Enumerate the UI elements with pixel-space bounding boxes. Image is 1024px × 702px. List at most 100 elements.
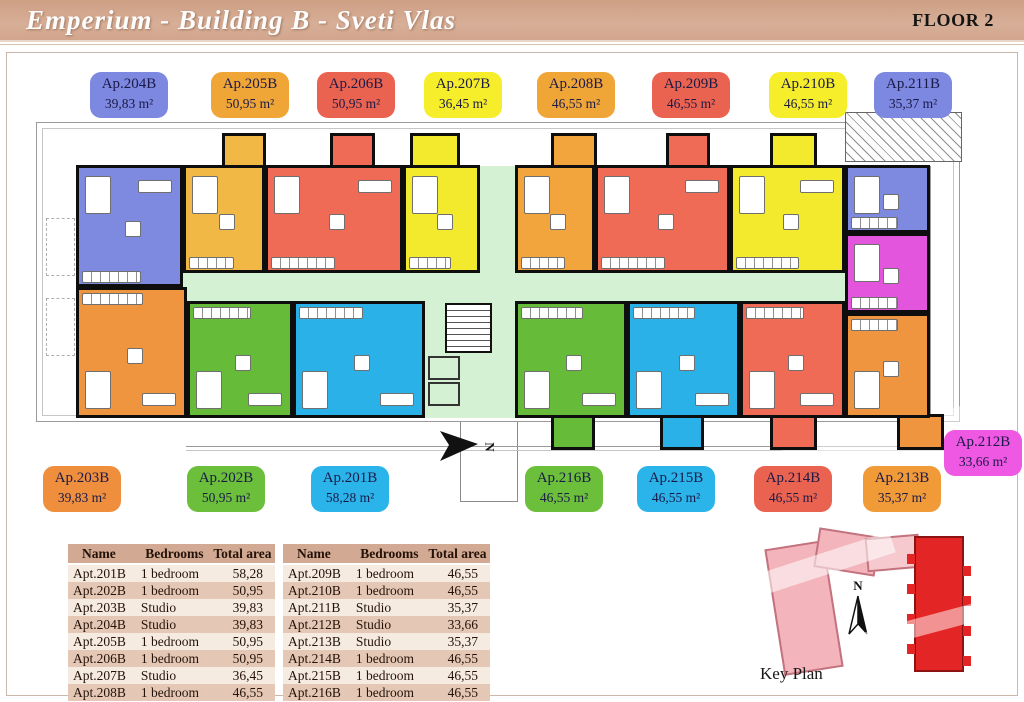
apartment-label-214B: Ap.214B 46,55 m²	[754, 466, 832, 512]
lobby-corridor	[480, 166, 515, 418]
total-area: 46,55	[208, 684, 275, 701]
furniture	[412, 176, 438, 214]
apartment-204B	[76, 165, 183, 287]
total-area: 39,83	[208, 599, 275, 616]
bedrooms: Studio	[349, 633, 424, 650]
furniture	[601, 257, 665, 269]
elevator-2	[428, 382, 460, 406]
apartment-label-204B: Ap.204B 39,83 m²	[90, 72, 168, 118]
apartment-label-213B: Ap.213B 35,37 m²	[863, 466, 941, 512]
furniture	[882, 268, 899, 284]
table-row: Apt.204B Studio 39,83	[68, 616, 275, 633]
keyplan-building-b-highlight	[907, 536, 971, 672]
furniture	[685, 180, 719, 193]
apartment-205B	[183, 165, 265, 273]
total-area: 35,37	[423, 599, 490, 616]
column-header: Name	[283, 544, 350, 565]
apartment-label-name: Ap.215B	[648, 470, 704, 486]
apartment-label-215B: Ap.215B 46,55 m²	[637, 466, 715, 512]
apartment-label-name: Ap.207B	[435, 76, 491, 92]
furniture	[550, 214, 566, 230]
bedrooms: 1 bedroom	[349, 564, 424, 582]
apartment-label-area: 46,55 m²	[783, 95, 833, 111]
apartment-label-206B: Ap.206B 50,95 m²	[317, 72, 395, 118]
apartment-label-area: 33,66 m²	[958, 453, 1008, 469]
apartment-label-211B: Ap.211B 35,37 m²	[874, 72, 952, 118]
terrace-dashed-1	[46, 218, 75, 276]
total-area: 39,83	[208, 616, 275, 633]
apartment-206B	[265, 165, 403, 273]
total-area: 36,45	[208, 667, 275, 684]
bedrooms: Studio	[349, 599, 424, 616]
apartment-201B	[293, 301, 425, 418]
furniture	[521, 307, 583, 319]
furniture	[851, 217, 898, 229]
apartment-208B	[515, 165, 595, 273]
balcony	[770, 133, 817, 169]
table-row: Apt.212B Studio 33,66	[283, 616, 490, 633]
furniture	[604, 176, 630, 214]
total-area: 50,95	[208, 650, 275, 667]
total-area: 46,55	[423, 650, 490, 667]
apartment-label-203B: Ap.203B 39,83 m²	[43, 466, 121, 512]
furniture	[235, 354, 251, 371]
apartment-213B	[845, 313, 930, 418]
furniture	[436, 214, 453, 230]
apartment-label-name: Ap.208B	[548, 76, 604, 92]
table-row: Apt.213B Studio 35,37	[283, 633, 490, 650]
north-arrow-icon	[440, 431, 478, 461]
furniture	[854, 244, 880, 282]
column-header: Bedrooms	[134, 544, 209, 565]
keyplan-north-arrow: N	[838, 578, 878, 648]
total-area: 33,66	[423, 616, 490, 633]
furniture	[524, 176, 550, 214]
apartment-label-name: Ap.209B	[663, 76, 719, 92]
total-area: 46,55	[423, 582, 490, 599]
furniture	[124, 221, 141, 237]
furniture	[787, 354, 804, 371]
table-row: Apt.209B 1 bedroom 46,55	[283, 564, 490, 582]
furniture	[85, 371, 111, 409]
apartment-label-name: Ap.203B	[54, 470, 110, 486]
keyplan-caption: Key Plan	[760, 664, 823, 683]
furniture	[329, 214, 345, 230]
apartment-label-name: Ap.202B	[198, 470, 254, 486]
furniture	[854, 371, 880, 409]
furniture	[409, 257, 452, 269]
balcony	[222, 133, 266, 169]
apartment-name: Apt.204B	[68, 616, 135, 633]
furniture	[633, 307, 696, 319]
bedrooms: 1 bedroom	[349, 684, 424, 701]
header-bar: Emperium - Building B - Sveti Vlas FLOOR…	[0, 0, 1024, 40]
right-terrace-line	[930, 166, 958, 418]
apartment-label-area: 46,55 m²	[651, 489, 701, 505]
apartment-215B	[627, 301, 740, 418]
furniture	[82, 293, 144, 305]
balcony	[551, 414, 595, 450]
furniture	[746, 307, 804, 319]
hatched-area	[845, 112, 962, 162]
apartment-216B	[515, 301, 627, 418]
table-row: Apt.202B 1 bedroom 50,95	[68, 582, 275, 599]
furniture	[882, 194, 899, 210]
apartment-label-area: 58,28 m²	[325, 489, 375, 505]
furniture	[126, 347, 143, 364]
furniture	[271, 257, 335, 269]
column-header: Total area	[208, 544, 275, 565]
apartment-label-area: 39,83 m²	[57, 489, 107, 505]
furniture	[380, 393, 414, 406]
apartment-label-name: Ap.205B	[222, 76, 278, 92]
apartment-label-area: 35,37 m²	[888, 95, 938, 111]
apartment-label-area: 46,55 m²	[539, 489, 589, 505]
apartment-202B	[187, 301, 293, 418]
bedrooms: 1 bedroom	[349, 667, 424, 684]
furniture	[800, 180, 834, 193]
apartments-table-left: Name Bedrooms Total area Apt.201B 1 bedroom 5…	[68, 544, 275, 701]
furniture	[582, 393, 616, 406]
apartment-label-name: Ap.210B	[780, 76, 836, 92]
furniture	[739, 176, 765, 214]
furniture	[354, 354, 370, 371]
column-header: Bedrooms	[349, 544, 424, 565]
apartment-name: Apt.212B	[283, 616, 350, 633]
page-title: Emperium - Building B - Sveti Vlas	[26, 4, 457, 35]
